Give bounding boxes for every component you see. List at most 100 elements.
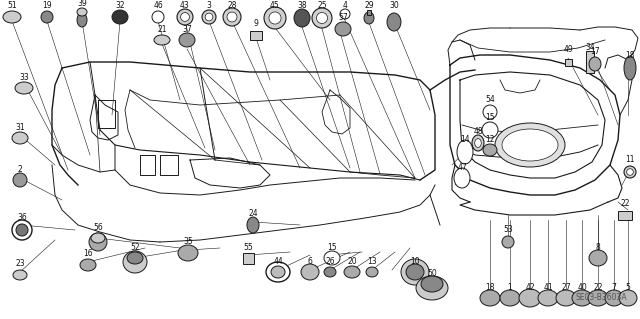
Ellipse shape	[123, 251, 147, 273]
Text: 22: 22	[620, 198, 630, 207]
Ellipse shape	[41, 11, 53, 23]
Ellipse shape	[264, 7, 286, 29]
Ellipse shape	[178, 245, 198, 261]
Text: 34: 34	[585, 43, 595, 53]
Ellipse shape	[77, 8, 87, 16]
Ellipse shape	[475, 138, 481, 147]
Text: 49: 49	[563, 46, 573, 55]
Ellipse shape	[247, 217, 259, 233]
Bar	[618, 211, 632, 219]
Text: 56: 56	[93, 224, 103, 233]
Ellipse shape	[271, 266, 285, 278]
Text: 57: 57	[338, 13, 348, 23]
Ellipse shape	[317, 12, 328, 24]
Ellipse shape	[421, 276, 443, 292]
Text: 22: 22	[593, 283, 603, 292]
Text: 36: 36	[17, 213, 27, 222]
Ellipse shape	[301, 264, 319, 280]
Ellipse shape	[538, 290, 558, 306]
Text: 9: 9	[253, 19, 259, 27]
Ellipse shape	[480, 290, 500, 306]
Bar	[250, 31, 262, 40]
Bar	[564, 58, 572, 65]
Ellipse shape	[179, 33, 195, 47]
Text: 24: 24	[248, 209, 258, 218]
Ellipse shape	[324, 251, 340, 265]
Ellipse shape	[387, 13, 401, 31]
Ellipse shape	[154, 35, 170, 45]
Text: 11: 11	[625, 155, 635, 165]
Text: 8: 8	[596, 242, 600, 251]
Ellipse shape	[12, 132, 28, 144]
Text: 18: 18	[485, 283, 495, 292]
Ellipse shape	[202, 10, 216, 24]
Text: 31: 31	[15, 122, 25, 131]
Text: 47: 47	[457, 162, 467, 172]
Text: 29: 29	[364, 1, 374, 10]
Text: 7: 7	[612, 283, 616, 292]
Text: 15: 15	[485, 114, 495, 122]
Ellipse shape	[13, 173, 27, 187]
Text: 54: 54	[485, 95, 495, 105]
Ellipse shape	[495, 123, 565, 167]
Text: 23: 23	[15, 259, 25, 269]
Ellipse shape	[3, 11, 21, 23]
Text: 32: 32	[115, 1, 125, 10]
Ellipse shape	[502, 236, 514, 248]
Text: 3: 3	[207, 1, 211, 10]
Text: 35: 35	[183, 238, 193, 247]
Ellipse shape	[335, 22, 351, 36]
Ellipse shape	[340, 9, 350, 19]
Text: 15: 15	[327, 242, 337, 251]
Bar	[367, 10, 371, 14]
Text: 16: 16	[83, 249, 93, 258]
Text: SE03-B3603A: SE03-B3603A	[575, 293, 627, 302]
Bar	[243, 253, 253, 263]
Ellipse shape	[344, 266, 360, 278]
Text: 40: 40	[577, 283, 587, 292]
Ellipse shape	[519, 289, 541, 307]
Text: 51: 51	[7, 1, 17, 10]
Ellipse shape	[366, 267, 378, 277]
Ellipse shape	[15, 82, 33, 94]
Ellipse shape	[589, 57, 601, 71]
Text: 10: 10	[410, 256, 420, 265]
Text: 19: 19	[42, 1, 52, 10]
Ellipse shape	[152, 11, 164, 23]
Ellipse shape	[624, 166, 636, 178]
Text: 52: 52	[130, 243, 140, 253]
Ellipse shape	[312, 8, 332, 28]
Ellipse shape	[205, 13, 213, 21]
Ellipse shape	[500, 290, 520, 306]
Text: 12: 12	[485, 136, 495, 145]
Ellipse shape	[627, 169, 634, 175]
Ellipse shape	[223, 8, 241, 26]
Ellipse shape	[556, 290, 576, 306]
Ellipse shape	[227, 12, 237, 22]
Text: 37: 37	[182, 26, 192, 34]
Text: 5: 5	[625, 283, 630, 292]
Text: 45: 45	[270, 1, 280, 10]
Text: 13: 13	[367, 256, 377, 265]
Ellipse shape	[112, 10, 128, 24]
Ellipse shape	[572, 290, 592, 306]
Bar	[586, 51, 594, 73]
Text: 30: 30	[389, 1, 399, 10]
Text: 53: 53	[503, 226, 513, 234]
Ellipse shape	[619, 290, 637, 306]
Ellipse shape	[91, 233, 105, 243]
Ellipse shape	[13, 270, 27, 280]
Ellipse shape	[80, 259, 96, 271]
Ellipse shape	[472, 135, 484, 151]
Ellipse shape	[457, 140, 473, 164]
Text: 4: 4	[342, 1, 348, 10]
Ellipse shape	[294, 9, 310, 27]
Text: 28: 28	[227, 1, 237, 10]
Ellipse shape	[588, 290, 608, 306]
Ellipse shape	[416, 276, 448, 300]
Ellipse shape	[180, 12, 189, 21]
Text: 39: 39	[77, 0, 87, 9]
Text: 1: 1	[508, 283, 513, 292]
Ellipse shape	[483, 105, 497, 119]
Text: 38: 38	[297, 1, 307, 10]
